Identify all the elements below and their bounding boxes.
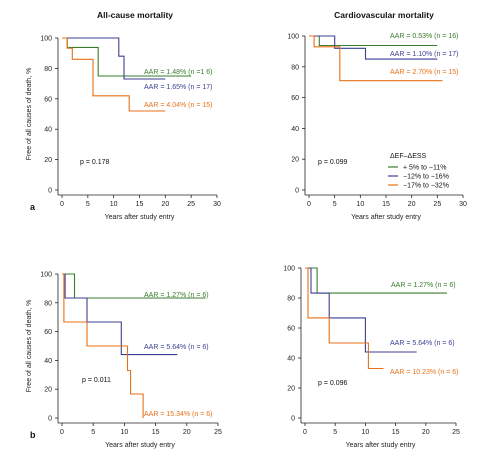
panel-2-series-blue-line	[309, 35, 438, 60]
panel-2-y-tick-label: 0	[295, 188, 299, 195]
panel-3-y-tick-label: 40	[44, 358, 52, 365]
panel-2-y-tick-label: 40	[291, 126, 299, 133]
panel-3-x-tick-label: 20	[183, 429, 191, 436]
panel-2-y-tick-label: 20	[291, 157, 299, 164]
panel-4-series-green-label: AAR = 1.27% (n = 6)	[391, 282, 456, 289]
panel-4-x-tick-label: 15	[392, 429, 400, 436]
panel-1-y-axis-label: Free of all causes of death, %	[26, 68, 33, 161]
panel-3-y-tick-label: 20	[44, 387, 52, 394]
panel-3-y-tick-label: 80	[44, 300, 52, 307]
panel-4-x-tick-label: 10	[362, 429, 370, 436]
legend-entry-blue: −12% to −16%	[403, 174, 449, 181]
panel-4-series-green-line	[305, 267, 447, 294]
panel-4-series-blue-line	[305, 267, 417, 353]
panel-2-x-axis-label: Years after study entry	[351, 214, 421, 221]
panel-1-p-value: p = 0.178	[80, 159, 109, 166]
panel-1-x-tick-label: 0	[60, 201, 64, 208]
panel-3-x-tick-label: 25	[214, 429, 222, 436]
panel-2-x-tick-label: 30	[459, 201, 467, 208]
panel-3-x-tick-label: 0	[60, 429, 64, 436]
panel-3-y-tick-label: 0	[48, 416, 52, 423]
panel-3-x-tick-label: 10	[121, 429, 129, 436]
panel-2-x-tick-label: 0	[307, 201, 311, 208]
panel-2-y-tick-label: 100	[287, 34, 299, 41]
panel-2-y-tick-label: 80	[291, 64, 299, 71]
panel-3-x-axis-label: Years after study entry	[105, 442, 175, 449]
panel-2-series-green-label: AAR = 0.53% (n = 16)	[390, 33, 458, 40]
panel-b-label: b	[30, 430, 36, 440]
panel-1-y-tick-label: 40	[44, 127, 52, 134]
panel-1-series-orange-line	[62, 37, 166, 112]
legend-entry-orange: −17% to −32%	[403, 183, 449, 190]
panel-2-title: Cardiovascular mortality	[334, 10, 434, 20]
panel-4-y-tick-label: 0	[291, 416, 295, 423]
panel-4-x-tick-label: 0	[303, 429, 307, 436]
panel-1-y-tick-label: 20	[44, 157, 52, 164]
panel-1-x-tick-label: 10	[110, 201, 118, 208]
panel-4-x-tick-label: 5	[333, 429, 337, 436]
panel-1-y-tick-label: 80	[44, 66, 52, 73]
panel-3-y-axis-label: Free of all causes of death, %	[26, 300, 33, 393]
panel-1-x-tick-label: 15	[136, 201, 144, 208]
panel-2-x-tick-label: 5	[333, 201, 337, 208]
panel-1-x-tick-label: 25	[187, 201, 195, 208]
panel-1-x-tick-label: 5	[86, 201, 90, 208]
panel-2-x-tick-label: 10	[356, 201, 364, 208]
panel-2-p-value: p = 0.099	[318, 159, 347, 166]
panel-4-y-tick-label: 20	[287, 386, 295, 393]
panel-1-series-blue-line	[62, 37, 166, 80]
panel-a-label: a	[30, 202, 36, 212]
panel-4-x-tick-label: 25	[452, 429, 460, 436]
panel-1-series-blue-label: AAR = 1.65% (n = 17)	[144, 84, 212, 91]
panel-3-x-tick-label: 5	[91, 429, 95, 436]
panel-2-series-blue-label: AAR = 1.10% (n = 17)	[390, 51, 458, 58]
panel-3-x-tick-label: 15	[152, 429, 160, 436]
panel-4-series-blue-label: AAR = 5.64% (n = 6)	[390, 340, 455, 347]
panel-3-series-blue-line	[62, 273, 178, 356]
panel-1-y-tick-label: 100	[40, 36, 52, 43]
panel-4-p-value: p = 0.096	[318, 380, 347, 387]
panel-4-x-tick-label: 20	[422, 429, 430, 436]
panel-3-y-tick-label: 100	[40, 272, 52, 279]
panel-3-series-orange-label: AAR = 15.34% (n = 6)	[144, 411, 212, 418]
panel-2-x-tick-label: 25	[433, 201, 441, 208]
panel-2-x-tick-label: 15	[382, 201, 390, 208]
panel-3-series-green-label: AAR = 1.27% (n = 6)	[144, 292, 209, 299]
panel-4-y-tick-label: 40	[287, 356, 295, 363]
panel-1-x-tick-label: 20	[161, 201, 169, 208]
panel-1-y-tick-label: 0	[48, 188, 52, 195]
panel-1-x-tick-label: 30	[213, 201, 221, 208]
panel-4-y-tick-label: 80	[287, 296, 295, 303]
panel-4-series-orange-line	[305, 267, 384, 370]
panel-3-series-orange-line	[62, 273, 144, 418]
panel-2-x-tick-label: 20	[408, 201, 416, 208]
panel-1-series-green-label: AAR = 1.48% (n =1 6)	[144, 69, 212, 76]
panel-1-y-tick-label: 60	[44, 96, 52, 103]
panel-2-series-orange-label: AAR = 2.70% (n = 15)	[390, 69, 458, 76]
legend-title: ΔEF–ΔESS	[390, 153, 427, 160]
panel-4-y-tick-label: 100	[283, 266, 295, 273]
panel-3-p-value: p = 0.011	[82, 377, 111, 384]
panel-2-y-tick-label: 60	[291, 95, 299, 102]
legend-entry-green: + 5% to −11%	[403, 165, 446, 172]
panel-1-x-axis-label: Years after study entry	[105, 214, 175, 221]
panel-4-series-orange-label: AAR = 10.23% (n = 6)	[390, 369, 458, 376]
panel-1-series-orange-label: AAR = 4.04% (n = 15)	[144, 102, 212, 109]
panel-2-series-orange-line	[309, 35, 443, 82]
panel-3-series-blue-label: AAR = 5.64% (n = 6)	[144, 344, 209, 351]
panel-4-y-tick-label: 60	[287, 326, 295, 333]
legend: ΔEF–ΔESS + 5% to −11% −12% to −16% −17% …	[388, 153, 449, 190]
panel-1-title: All-cause mortality	[97, 10, 173, 20]
panel-3-series-green-line	[62, 273, 206, 299]
panel-3-y-tick-label: 60	[44, 329, 52, 336]
panel-4-x-axis-label: Years after study entry	[346, 442, 416, 449]
